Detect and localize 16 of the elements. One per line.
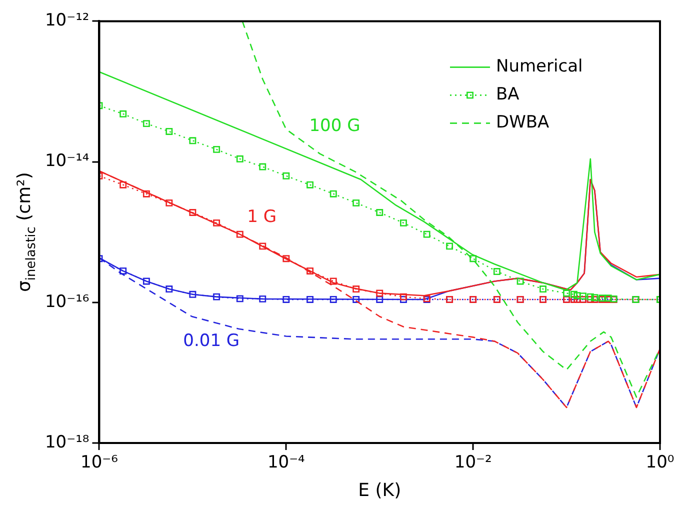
- x-tick-label: 10⁻⁴: [267, 452, 306, 473]
- y-tick-label: 10⁻¹⁴: [44, 151, 90, 172]
- annotation: 0.01 G: [183, 331, 240, 352]
- y-axis-title: σinelastic (cm²): [14, 172, 39, 292]
- x-tick-label: 10⁻²: [454, 452, 492, 473]
- legend-label: Numerical: [496, 56, 583, 77]
- x-axis-title: E (K): [358, 480, 402, 501]
- legend-label: BA: [496, 84, 520, 105]
- y-tick-label: 10⁻¹²: [44, 10, 90, 31]
- legend-label: DWBA: [496, 112, 550, 133]
- y-tick-label: 10⁻¹⁶: [44, 292, 90, 312]
- x-tick-label: 10⁻⁶: [80, 452, 118, 473]
- y-tick-label: 10⁻¹⁸: [44, 432, 90, 452]
- annotation: 100 G: [309, 116, 360, 136]
- annotation: 1 G: [247, 206, 277, 227]
- x-tick-label: 10⁰: [646, 452, 674, 473]
